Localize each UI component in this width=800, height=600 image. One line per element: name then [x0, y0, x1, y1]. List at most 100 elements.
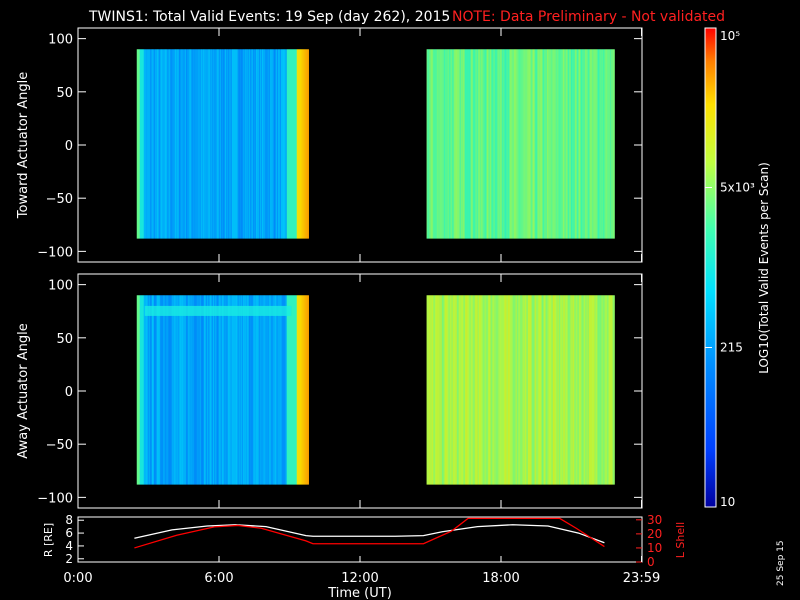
heatmap-cell [544, 49, 546, 239]
y-tick-label: 50 [56, 86, 73, 101]
heatmap-cell [579, 295, 581, 485]
heatmap-cell [282, 295, 284, 485]
heatmap-cell [603, 49, 605, 239]
heatmap-cell [305, 49, 307, 239]
heatmap-cell [235, 295, 237, 485]
heatmap-cell [235, 49, 237, 239]
heatmap-cell [609, 49, 611, 239]
heatmap-cell [140, 49, 142, 239]
heatmap-cell [214, 49, 216, 239]
heatmap-cell [610, 49, 612, 239]
heatmap-cell [217, 295, 219, 485]
heatmap-cell [289, 49, 291, 239]
heatmap-cell [224, 295, 226, 485]
heatmap-cell [169, 49, 171, 239]
heatmap-cell [573, 49, 575, 239]
heatmap-cell [426, 295, 428, 485]
lshell-tick-label: 30 [647, 513, 662, 527]
heatmap-cell [239, 49, 241, 239]
heatmap-cell [159, 49, 161, 239]
heatmap-cell [198, 295, 200, 485]
heatmap-cell [197, 295, 199, 485]
heatmap-cell [307, 295, 309, 485]
heatmap-cell [606, 295, 608, 485]
heatmap-cell [138, 295, 140, 485]
radius-tick-label: 4 [65, 539, 73, 553]
heatmap-cell [579, 49, 581, 239]
heatmap-cell [453, 49, 455, 239]
heatmap-cell [439, 49, 441, 239]
heatmap-cell [449, 49, 451, 239]
heatmap-cell [551, 49, 553, 239]
heatmap-cell [157, 295, 159, 485]
heatmap-cell [224, 49, 226, 239]
y-tick-label: 0 [65, 385, 73, 400]
heatmap-cell [491, 295, 493, 485]
lshell-series-line [134, 517, 605, 549]
heatmap-cell [534, 295, 536, 485]
heatmap-cell [582, 49, 584, 239]
heatmap-cell [151, 295, 153, 485]
heatmap-cell [172, 295, 174, 485]
heatmap-cell [184, 295, 186, 485]
heatmap-cell [448, 49, 450, 239]
heatmap-cell [488, 49, 490, 239]
heatmap-cell [158, 49, 160, 239]
heatmap-cell [231, 49, 233, 239]
heatmap-cell [285, 295, 287, 485]
heatmap-cell [480, 295, 482, 485]
heatmap-cell [572, 49, 574, 239]
heatmap-cell [481, 295, 483, 485]
heatmap-cell [525, 49, 527, 239]
heatmap-cell [555, 49, 557, 239]
heatmap-cell [478, 49, 480, 239]
heatmap-cell [523, 295, 525, 485]
heatmap-cell [456, 49, 458, 239]
heatmap-cell [547, 49, 549, 239]
heatmap-cell [274, 49, 276, 239]
heatmap-cell [205, 49, 207, 239]
heatmap-cell [430, 295, 432, 485]
heatmap-cell [521, 49, 523, 239]
heatmap-cell [431, 295, 433, 485]
heatmap-cell [248, 295, 250, 485]
heatmap-cell [527, 49, 529, 239]
heatmap-cell [243, 49, 245, 239]
heatmap-cell [585, 49, 587, 239]
heatmap-cell [566, 49, 568, 239]
heatmap-cell [195, 295, 197, 485]
heatmap-cell [162, 49, 164, 239]
toward-y-label: Toward Actuator Angle [16, 72, 31, 219]
heatmap-cell [170, 49, 172, 239]
heatmap-cell [489, 295, 491, 485]
heatmap-cell [137, 49, 139, 239]
heatmap-cell [169, 295, 171, 485]
heatmap-cell [487, 49, 489, 239]
heatmap-cell [605, 49, 607, 239]
heatmap-cell [536, 295, 538, 485]
heatmap-cell [241, 49, 243, 239]
heatmap-cell [516, 49, 518, 239]
heatmap-cell [140, 295, 142, 485]
heatmap-cell [595, 49, 597, 239]
heatmap-cell [585, 295, 587, 485]
heatmap-cell [277, 295, 279, 485]
heatmap-cell [153, 295, 155, 485]
heatmap-cell [556, 295, 558, 485]
heatmap-cell [542, 49, 544, 239]
heatmap-cell [586, 295, 588, 485]
y-tick-label: −50 [46, 438, 73, 453]
lshell-tick-label: 0 [647, 555, 655, 569]
heatmap-cell [600, 295, 602, 485]
heatmap-cell [508, 49, 510, 239]
heatmap-cell [536, 49, 538, 239]
heatmap-cell [256, 295, 258, 485]
heatmap-cell [560, 295, 562, 485]
heatmap-cell [516, 295, 518, 485]
heatmap-cell [540, 49, 542, 239]
heatmap-cell [518, 295, 520, 485]
heatmap-cell [144, 305, 292, 316]
heatmap-cell [240, 49, 242, 239]
heatmap-cell [575, 295, 577, 485]
heatmap-cell [603, 295, 605, 485]
